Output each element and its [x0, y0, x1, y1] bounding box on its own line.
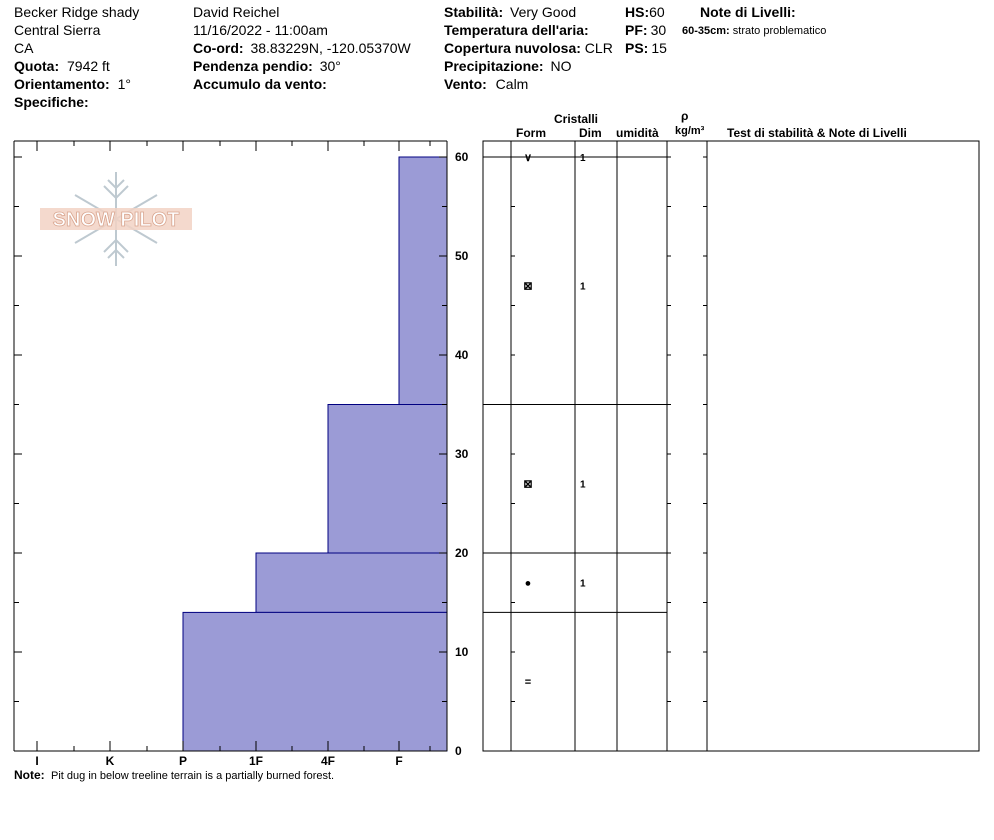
ps-label: PS:	[625, 40, 649, 56]
note-text: Pit dug in below treeline terrain is a p…	[51, 770, 335, 782]
cloud-label: Copertura nuvolosa:	[444, 40, 581, 56]
mountain-range: Central Sierra	[14, 22, 101, 38]
stability-value: Very Good	[510, 4, 577, 20]
aspect-label: Orientamento:	[14, 76, 110, 92]
y-tick-label-10: 10	[455, 645, 469, 659]
wind: Vento: Calm	[444, 75, 528, 93]
crystal-form-1: ⊠	[523, 281, 532, 293]
coord-value: 38.83229N, -120.05370W	[250, 40, 411, 56]
layer-note: 60-35cm: strato problematico	[682, 22, 826, 40]
datetime: 11/16/2022 - 11:00am	[193, 22, 328, 38]
hs-label: HS:	[625, 4, 650, 20]
aspect: Orientamento: 1°	[14, 75, 131, 93]
note: Note: Pit dug in below treeline terrain …	[14, 766, 334, 785]
y-tick-label-50: 50	[455, 249, 469, 263]
hardness-bar-1	[327, 404, 448, 554]
crystals-header: Cristalli	[554, 112, 599, 126]
density-symbol: ρ	[681, 109, 689, 123]
crystal-size-1: 1	[580, 282, 586, 293]
crystal-form-3: ●	[525, 578, 532, 590]
precipitation: Precipitazione: NO	[444, 57, 571, 75]
slope-label: Pendenza pendio:	[193, 58, 313, 74]
slope: Pendenza pendio: 30°	[193, 57, 341, 75]
hardness-bar-3	[182, 611, 448, 752]
size-header: Dim	[579, 126, 602, 140]
observer: David Reichel	[193, 4, 280, 20]
x-tick-label-I: I	[35, 754, 38, 768]
air-temp-label: Temperatura dell'aria:	[444, 22, 589, 38]
y-tick-label-30: 30	[455, 447, 469, 461]
y-tick-label-40: 40	[455, 348, 469, 362]
crystal-form-2: ⊠	[523, 479, 532, 491]
x-tick-label-P: P	[179, 754, 187, 768]
crystal-form-4: =	[525, 677, 531, 689]
pf: PF: 30	[625, 21, 666, 39]
wind-value: Calm	[495, 76, 529, 92]
hs: HS:60	[625, 3, 665, 21]
layer-note-text: strato problematico	[732, 25, 827, 37]
note-label: Note:	[14, 768, 45, 782]
pf-label: PF:	[625, 22, 648, 38]
precip-label: Precipitazione:	[444, 58, 544, 74]
coordinates: Co-ord: 38.83229N, -120.05370W	[193, 39, 411, 57]
crystal-form-0: ∨	[524, 152, 532, 164]
y-tick-label-0: 0	[455, 744, 462, 758]
hs-value: 60	[649, 4, 665, 20]
moisture-header: umidità	[616, 126, 659, 140]
cloud-cover: Copertura nuvolosa: CLR	[444, 39, 613, 57]
y-tick-label-20: 20	[455, 546, 469, 560]
wind-load-label: Accumulo da vento:	[193, 76, 327, 92]
form-header: Form	[516, 126, 546, 140]
elevation-value: 7942 ft	[67, 58, 110, 74]
tests-header: Test di stabilità & Note di Livelli	[727, 126, 907, 140]
location: Becker Ridge shady	[14, 4, 140, 20]
x-tick-label-1F: 1F	[249, 754, 263, 768]
stability-label: Stabilità:	[444, 4, 504, 20]
pf-value: 30	[650, 22, 667, 38]
y-tick-label-60: 60	[455, 150, 469, 164]
layer-note-range: 60-35cm:	[682, 25, 730, 37]
coord-label: Co-ord:	[193, 40, 244, 56]
wind-label: Vento:	[444, 76, 487, 92]
stability: Stabilità: Very Good	[444, 3, 576, 21]
aspect-value: 1°	[117, 76, 131, 92]
precip-value: NO	[550, 58, 572, 74]
x-tick-label-4F: 4F	[321, 754, 335, 768]
elevation: Quota: 7942 ft	[14, 57, 110, 75]
elevation-label: Quota:	[14, 58, 60, 74]
crystal-size-2: 1	[580, 480, 586, 491]
x-tick-label-F: F	[395, 754, 402, 768]
specifics-label: Specifiche:	[14, 94, 89, 110]
crystal-size-3: 1	[580, 579, 586, 590]
cloud-value: CLR	[584, 40, 613, 56]
hardness-bar-2	[255, 552, 448, 613]
ps-value: 15	[651, 40, 667, 56]
table-frame	[482, 140, 980, 752]
crystal-size-0: 1	[580, 153, 586, 164]
ps: PS: 15	[625, 39, 667, 57]
state: CA	[14, 40, 34, 56]
slope-value: 30°	[319, 58, 341, 74]
x-tick-label-K: K	[106, 754, 115, 768]
layer-notes-label: Note di Livelli:	[700, 4, 796, 20]
density-unit: kg/m³	[675, 125, 705, 137]
hardness-bar-0	[398, 156, 448, 405]
